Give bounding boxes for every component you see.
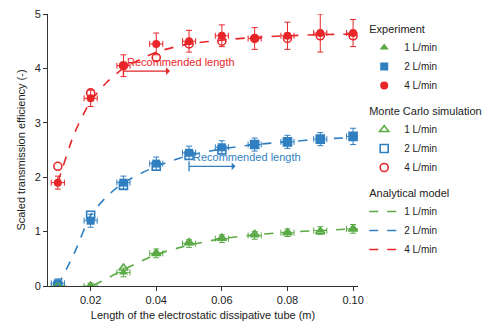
svg-text:Recommended length: Recommended length — [127, 56, 235, 68]
svg-text:2 L/min: 2 L/min — [404, 143, 437, 154]
svg-text:Recommended length: Recommended length — [193, 151, 301, 163]
svg-text:Scaled transmission efficiency: Scaled transmission efficiency (-) — [15, 69, 27, 230]
svg-text:2: 2 — [35, 171, 41, 183]
svg-text:4 L/min: 4 L/min — [404, 162, 437, 173]
svg-text:Monte Carlo simulation: Monte Carlo simulation — [369, 105, 482, 117]
svg-text:0.02: 0.02 — [80, 294, 101, 306]
svg-text:5: 5 — [35, 8, 41, 20]
svg-text:0.06: 0.06 — [211, 294, 232, 306]
svg-text:1 L/min: 1 L/min — [404, 206, 437, 217]
svg-text:Experiment: Experiment — [369, 23, 425, 35]
svg-text:2 L/min: 2 L/min — [404, 61, 437, 72]
svg-text:0.10: 0.10 — [342, 294, 363, 306]
svg-text:3: 3 — [35, 117, 41, 129]
svg-text:1 L/min: 1 L/min — [404, 42, 437, 53]
svg-text:4 L/min: 4 L/min — [404, 80, 437, 91]
svg-text:Analytical model: Analytical model — [369, 187, 449, 199]
svg-text:Length of the electrostatic di: Length of the electrostatic dissipative … — [91, 309, 315, 321]
svg-text:0.08: 0.08 — [277, 294, 298, 306]
svg-text:1: 1 — [35, 225, 41, 237]
svg-text:4 L/min: 4 L/min — [404, 244, 437, 255]
svg-text:1 L/min: 1 L/min — [404, 124, 437, 135]
svg-text:0: 0 — [35, 280, 41, 292]
svg-text:2 L/min: 2 L/min — [404, 225, 437, 236]
svg-text:0.04: 0.04 — [146, 294, 167, 306]
svg-text:4: 4 — [35, 62, 41, 74]
